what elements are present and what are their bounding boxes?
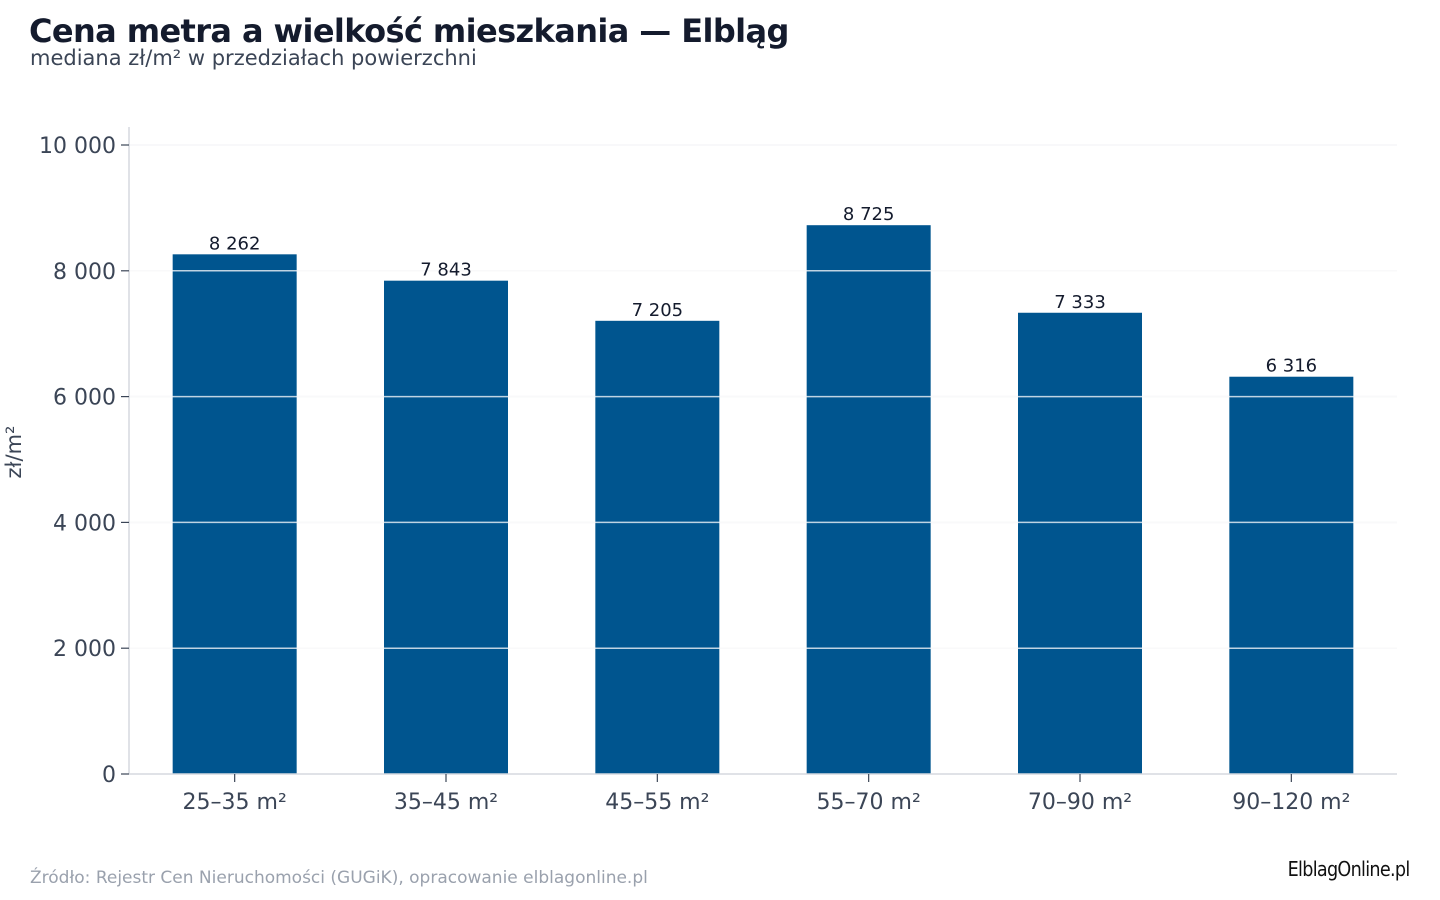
y-tick-label: 10 000: [39, 134, 116, 159]
y-tick-label: 6 000: [53, 386, 116, 411]
x-tick-label: 70–90 m²: [1028, 790, 1132, 815]
axes: [121, 127, 1397, 782]
data-label-4: 8 725: [843, 204, 895, 225]
brand-logo[interactable]: ElblagOnline.pl: [1288, 857, 1411, 881]
bar-6: [1229, 376, 1354, 774]
x-tick-label: 55–70 m²: [817, 790, 921, 815]
y-axis-title: zł/m²: [2, 426, 26, 479]
bar-4: [806, 225, 931, 774]
data-label-5: 7 333: [1054, 292, 1106, 313]
bars: [172, 225, 1354, 775]
data-label-3: 7 205: [632, 300, 684, 321]
bar-2: [384, 280, 508, 774]
bar-3: [595, 320, 720, 774]
chart-subtitle: mediana zł/m² w przedziałach powierzchni: [30, 46, 477, 70]
x-tick-label: 35–45 m²: [394, 790, 498, 815]
data-label-1: 8 262: [209, 233, 261, 254]
y-tick-label: 4 000: [53, 511, 116, 536]
bar-1: [172, 254, 297, 775]
x-tick-label: 45–55 m²: [605, 790, 709, 815]
labels: 0 2 000 4 000 6 000 8 000 10 000 25–35 m² 35–45…: [2, 134, 1350, 815]
x-tick-label: 25–35 m²: [183, 790, 287, 815]
y-tick-label: 8 000: [53, 260, 116, 285]
source-note: Źródło: Rejestr Cen Nieruchomości (GUGiK…: [30, 868, 648, 888]
grid-lines-over-bars: [129, 144, 1397, 649]
bar-5: [1018, 312, 1142, 774]
chart-title: Cena metra a wielkość mieszkania — Elblą…: [29, 12, 789, 50]
data-label-2: 7 843: [420, 260, 472, 281]
y-tick-label: 2 000: [53, 637, 116, 662]
data-label-6: 6 316: [1266, 356, 1318, 377]
y-tick-label: 0: [102, 763, 116, 788]
x-tick-label: 90–120 m²: [1232, 790, 1350, 815]
